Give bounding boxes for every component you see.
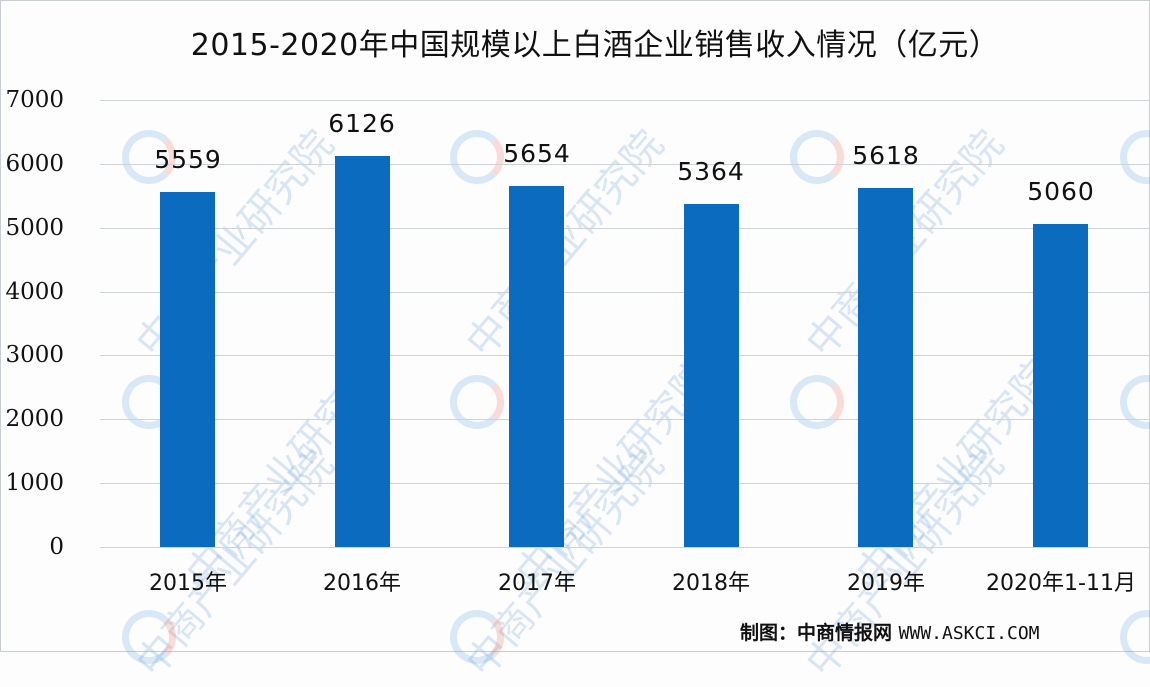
- bar-value-label: 5060: [1027, 177, 1095, 206]
- watermark-logo-icon: [790, 375, 844, 429]
- x-axis-category-label: 2017年: [498, 571, 576, 596]
- source-credit: 制图：中商情报网 WWW.ASKCI.COM: [740, 618, 1040, 645]
- y-axis-tick-label: 0: [49, 534, 64, 560]
- bar-value-label: 5364: [677, 157, 745, 186]
- source-url: WWW.ASKCI.COM: [898, 623, 1040, 644]
- y-axis-tick-label: 2000: [5, 406, 64, 432]
- bar-2019年: [858, 188, 913, 547]
- bar-value-label: 5654: [503, 139, 571, 168]
- x-axis-category-label: 2018年: [672, 571, 750, 596]
- bar-value-label: 6126: [328, 109, 396, 138]
- bar-value-label: 5559: [154, 145, 222, 174]
- y-axis-tick-label: 3000: [5, 342, 64, 368]
- gridline: [100, 292, 1150, 293]
- bar-2018年: [684, 204, 739, 547]
- bar-2015年: [160, 192, 215, 547]
- x-axis-category-label: 2020年1-11月: [986, 571, 1136, 596]
- gridline: [100, 483, 1150, 484]
- source-label: 制图：中商情报网: [740, 622, 893, 644]
- watermark-logo-icon: [450, 610, 504, 664]
- gridline: [100, 228, 1150, 229]
- y-axis-tick-label: 1000: [5, 470, 64, 496]
- x-axis-category-label: 2019年: [847, 571, 925, 596]
- bar-value-label: 5618: [852, 141, 920, 170]
- bar-2020年1-11月: [1033, 224, 1088, 547]
- gridline: [100, 100, 1150, 101]
- plot-area: 中商产业研究院 中商产业研究院 中商产业研究院 中商产业研究院 中商产业研究院 中商产业研…: [5, 87, 1150, 686]
- watermark-logo-icon: [1120, 610, 1150, 664]
- chart-title: 2015-2020年中国规模以上白酒企业销售收入情况（亿元）: [190, 28, 1000, 63]
- y-axis-tick-label: 4000: [5, 279, 64, 305]
- gridline: [100, 355, 1150, 356]
- bar-2017年: [509, 186, 564, 547]
- watermark-logo-icon: [1120, 130, 1150, 184]
- gridline: [100, 547, 1150, 548]
- y-axis-tick-label: 6000: [5, 151, 64, 177]
- watermark-text: 中商产业研究院: [127, 441, 343, 686]
- gridline: [100, 419, 1150, 420]
- bar-2016年: [335, 156, 390, 547]
- y-axis-tick-label: 7000: [5, 87, 64, 113]
- x-axis-category-label: 2015年: [149, 571, 227, 596]
- gridline: [100, 164, 1150, 165]
- x-axis-category-label: 2016年: [323, 571, 401, 596]
- y-axis-tick-label: 5000: [5, 215, 64, 241]
- watermark-logo-icon: [450, 375, 504, 429]
- watermark-logo-icon: [1120, 375, 1150, 429]
- watermark-logo-icon: [122, 610, 176, 664]
